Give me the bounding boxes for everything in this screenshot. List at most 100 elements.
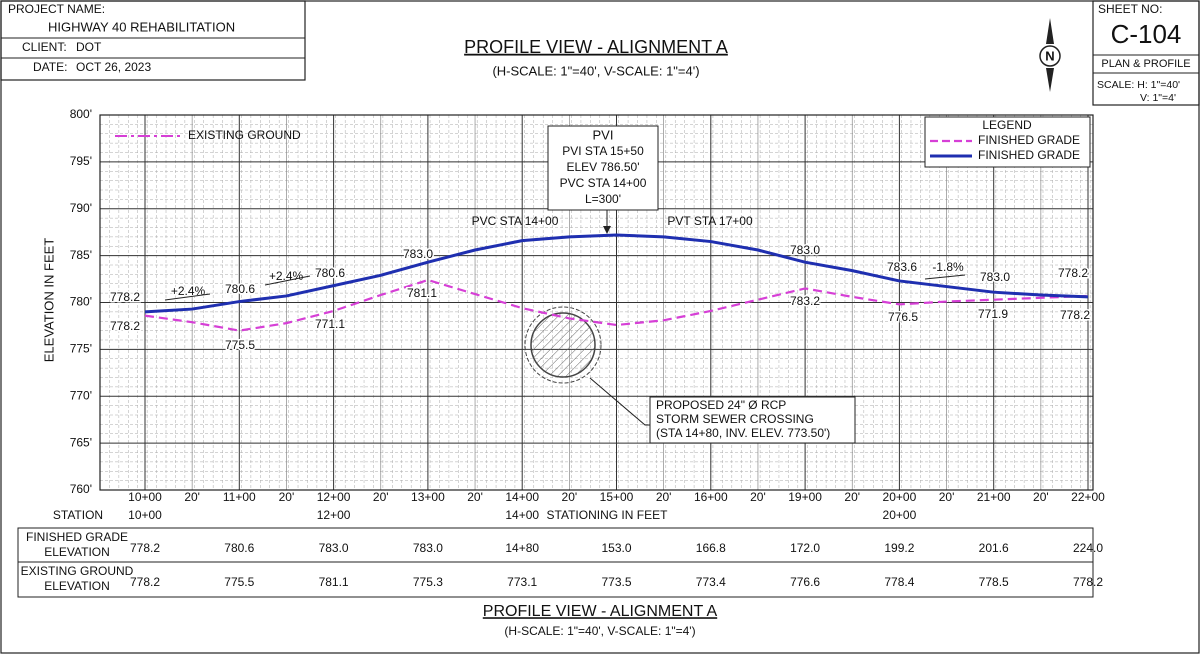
- elevation-note: 783.0: [790, 243, 820, 257]
- row-label: FINISHED GRADE: [26, 530, 128, 544]
- elevation-note: 771.1: [315, 317, 345, 331]
- y-tick-label: 775': [70, 342, 92, 356]
- x-tick-label: 15+00: [600, 490, 634, 504]
- scale-v: V: 1"=4': [1140, 92, 1176, 104]
- footer-title: PROFILE VIEW - ALIGNMENT A: [483, 603, 718, 620]
- elevation-note: 771.9: [978, 307, 1008, 321]
- x-tick-label: 20': [750, 490, 766, 504]
- legend-title: LEGEND: [982, 118, 1032, 132]
- y-tick-label: 760': [70, 482, 92, 496]
- pvi-note: PVI: [593, 127, 614, 142]
- row-label: ELEVATION: [44, 545, 110, 559]
- sewer-note: PROPOSED 24" Ø RCP: [656, 398, 786, 412]
- x-sub-label: 12+00: [317, 508, 351, 522]
- table-cell: 775.3: [413, 575, 443, 589]
- north-arrow: N: [1039, 18, 1061, 92]
- table-cell: 781.1: [319, 575, 349, 589]
- date: OCT 26, 2023: [76, 60, 151, 74]
- elevation-note: 778.2: [1060, 308, 1090, 322]
- y-tick-label: 780': [70, 295, 92, 309]
- sewer-box: [649, 396, 856, 444]
- table-cell: 773.5: [601, 575, 631, 589]
- table-cell: 166.8: [696, 541, 726, 555]
- x-tick-label: 10+00: [128, 490, 162, 504]
- table-cell: 14+80: [505, 541, 539, 555]
- elevation-note: 780.6: [225, 282, 255, 296]
- x-sub-label: 20+00: [883, 508, 917, 522]
- x-sub-label: 14+00: [505, 508, 539, 522]
- grade-arrow: [164, 293, 211, 301]
- station-label: STATION: [53, 508, 103, 522]
- elevation-note: 783.2: [790, 294, 820, 308]
- footer-subtitle: (H-SCALE: 1"=40', V-SCALE: 1"=4'): [504, 624, 695, 638]
- sheet-type: PLAN & PROFILE: [1101, 58, 1190, 70]
- elevation-note: 778.2: [110, 319, 140, 333]
- project-name: HIGHWAY 40 REHABILITATION: [48, 19, 235, 34]
- x-tick-label: 13+00: [411, 490, 445, 504]
- pvt-label: PVT STA 17+00: [667, 214, 753, 228]
- elevation-note: 781.1: [407, 286, 437, 300]
- pvc-label: PVC STA 14+00: [472, 214, 559, 228]
- pvi-box: [547, 125, 659, 211]
- elevation-note: 783.0: [980, 270, 1010, 284]
- x-sub-label: 10+00: [128, 508, 162, 522]
- elevation-note: 783.6: [887, 260, 917, 274]
- x-tick-label: 14+00: [505, 490, 539, 504]
- sheet-label: SHEET NO:: [1098, 2, 1162, 16]
- x-tick-label: 20': [656, 490, 672, 504]
- x-tick-label: 16+00: [694, 490, 728, 504]
- legend-box: [924, 116, 1091, 168]
- profile-line: [144, 278, 1089, 332]
- table-cell: 778.5: [979, 575, 1009, 589]
- grade-arrow: [264, 275, 311, 286]
- x-tick-label: 21+00: [977, 490, 1011, 504]
- x-tick-label: 20': [184, 490, 200, 504]
- profile-line: [144, 233, 1089, 314]
- x-tick-label: 20': [373, 490, 389, 504]
- y-axis-label: ELEVATION IN FEET: [41, 238, 56, 363]
- table-cell: 776.6: [790, 575, 820, 589]
- x-tick-label: 12+00: [317, 490, 351, 504]
- sewer-leader: [589, 377, 652, 426]
- title-box: [0, 0, 306, 81]
- row-label: EXISTING GROUND: [21, 564, 134, 578]
- y-tick-label: 800': [70, 107, 92, 121]
- elevation-note: 778.2: [110, 290, 140, 304]
- table-cell: 783.0: [413, 541, 443, 555]
- y-tick-label: 765': [70, 435, 92, 449]
- subtitle: (H-SCALE: 1"=40', V-SCALE: 1"=4'): [492, 63, 699, 78]
- x-tick-label: 20': [279, 490, 295, 504]
- sheet-number: C-104: [1111, 19, 1182, 49]
- elevation-note: 778.2: [1058, 266, 1088, 280]
- date-label: DATE:: [33, 60, 67, 74]
- north-label: N: [1045, 48, 1054, 63]
- sewer-pipe: [530, 312, 596, 378]
- table-cell: 778.4: [884, 575, 914, 589]
- table-cell: 201.6: [979, 541, 1009, 555]
- x-tick-label: 20': [844, 490, 860, 504]
- table-cell: 224.0: [1073, 541, 1103, 555]
- x-tick-label: 11+00: [223, 490, 256, 504]
- y-tick-label: 770': [70, 388, 92, 402]
- table-cell: 783.0: [319, 541, 349, 555]
- project-label: PROJECT NAME:: [8, 2, 105, 16]
- table-cell: 778.2: [130, 541, 160, 555]
- x-tick-label: 20': [467, 490, 483, 504]
- existing-label: EXISTING GROUND: [188, 128, 301, 142]
- client-label: CLIENT:: [22, 40, 67, 54]
- row-label: ELEVATION: [44, 579, 110, 593]
- stationing-label: STATIONING IN FEET: [547, 508, 669, 522]
- x-tick-label: 20': [1033, 490, 1049, 504]
- y-tick-label: 795': [70, 154, 92, 168]
- arrow-circle: [1039, 45, 1061, 67]
- pvi-arrow: [603, 226, 611, 234]
- table-cell: 153.0: [601, 541, 631, 555]
- x-tick-label: 20': [939, 490, 955, 504]
- elevation-note: +2.4%: [171, 284, 206, 298]
- title-block: PROJECT NAME: HIGHWAY 40 REHABILITATION …: [0, 0, 306, 81]
- plot-frame: [99, 114, 1094, 491]
- y-tick-label: 785': [70, 248, 92, 262]
- elevation-note: -1.8%: [932, 260, 964, 274]
- x-tick-label: 22+00: [1071, 490, 1105, 504]
